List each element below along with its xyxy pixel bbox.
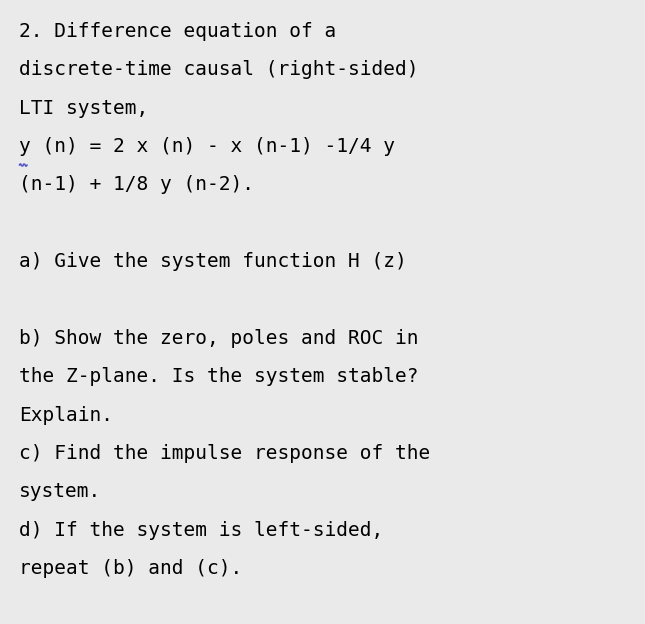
Text: 2. Difference equation of a: 2. Difference equation of a <box>19 22 337 41</box>
Text: a) Give the system function H (z): a) Give the system function H (z) <box>19 252 407 271</box>
Text: system.: system. <box>19 482 102 501</box>
Text: LTI system,: LTI system, <box>19 99 148 117</box>
Text: d) If the system is left-sided,: d) If the system is left-sided, <box>19 520 384 540</box>
Text: the Z-plane. Is the system stable?: the Z-plane. Is the system stable? <box>19 367 419 386</box>
Text: c) Find the impulse response of the: c) Find the impulse response of the <box>19 444 431 463</box>
Text: (n-1) + 1/8 y (n-2).: (n-1) + 1/8 y (n-2). <box>19 175 254 194</box>
Text: y (n) = 2 x (n) - x (n-1) -1/4 y: y (n) = 2 x (n) - x (n-1) -1/4 y <box>19 137 395 156</box>
Text: b) Show the zero, poles and ROC in: b) Show the zero, poles and ROC in <box>19 329 419 348</box>
Text: Explain.: Explain. <box>19 406 114 424</box>
Text: repeat (b) and (c).: repeat (b) and (c). <box>19 559 243 578</box>
Text: discrete-time causal (right-sided): discrete-time causal (right-sided) <box>19 61 419 79</box>
